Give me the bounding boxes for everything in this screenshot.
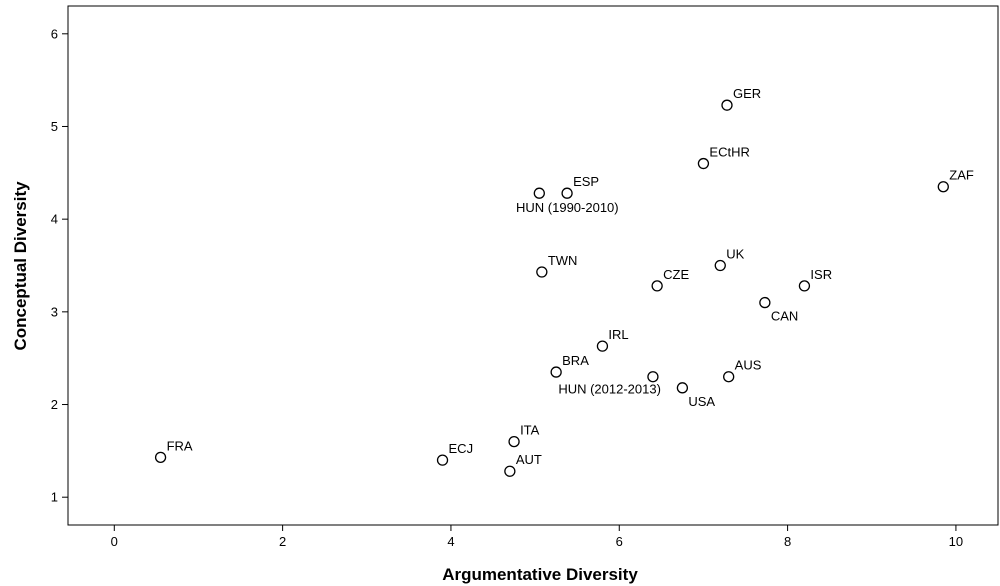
y-tick-label: 2 (51, 397, 58, 412)
data-point-label: ISR (810, 267, 832, 282)
data-point-marker (550, 366, 562, 378)
data-point-label: ECtHR (709, 145, 749, 160)
data-point-marker (533, 187, 545, 199)
data-point-marker (596, 340, 609, 352)
data-point-label: FRA (167, 438, 193, 453)
data-point-label: IRL (608, 327, 628, 342)
x-tick-label: 2 (279, 534, 286, 549)
data-point-marker (651, 280, 663, 292)
data-point-label: ECJ (449, 441, 474, 456)
data-point-marker (436, 454, 449, 466)
x-tick-label: 8 (784, 534, 791, 549)
data-point-marker (714, 259, 726, 272)
data-point-marker (536, 266, 548, 278)
y-tick-label: 5 (51, 119, 58, 134)
data-point-marker (154, 451, 167, 463)
data-point-marker (508, 435, 520, 448)
data-points: FRA ECJ AUT ITA TWN HUN (1990-2010) ESP BRA IRL H… (154, 86, 974, 477)
data-point-label: ESP (573, 174, 599, 189)
x-axis-title: Argumentative Diversity (442, 565, 638, 584)
data-point-marker (798, 280, 811, 292)
x-tick-label: 10 (949, 534, 963, 549)
y-axis-title: Conceptual Diversity (11, 181, 30, 351)
y-tick-label: 6 (51, 26, 58, 41)
data-point-marker (723, 371, 735, 383)
data-point-label: ZAF (949, 168, 974, 183)
data-point-label: GER (733, 86, 761, 101)
data-point-label: TWN (548, 253, 578, 268)
data-point-marker (676, 382, 689, 394)
y-tick-label: 4 (51, 212, 58, 227)
data-point-label: AUS (735, 358, 762, 373)
data-point-marker (721, 99, 733, 111)
data-point-label: CAN (771, 309, 798, 324)
data-point-marker (937, 181, 949, 193)
y-tick-label: 3 (51, 304, 58, 319)
x-tick-label: 6 (616, 534, 623, 549)
data-point-marker (759, 296, 771, 309)
data-point-label: HUN (1990-2010) (516, 200, 619, 215)
data-point-label: UK (726, 247, 744, 262)
data-point-marker (561, 187, 573, 199)
data-point-label: BRA (562, 353, 589, 368)
plot-area (67, 5, 999, 526)
data-point-marker (504, 465, 516, 477)
y-tick-label: 1 (51, 490, 58, 505)
data-point-label: AUT (516, 452, 542, 467)
data-point-label: HUN (2012-2013) (558, 382, 661, 397)
x-tick-label: 0 (111, 534, 118, 549)
data-point-label: USA (688, 394, 715, 409)
data-point-marker (697, 157, 710, 170)
data-point-label: CZE (663, 267, 689, 282)
data-point-marker (647, 371, 659, 383)
x-tick-label: 4 (447, 534, 454, 549)
data-point-label: ITA (520, 423, 540, 438)
